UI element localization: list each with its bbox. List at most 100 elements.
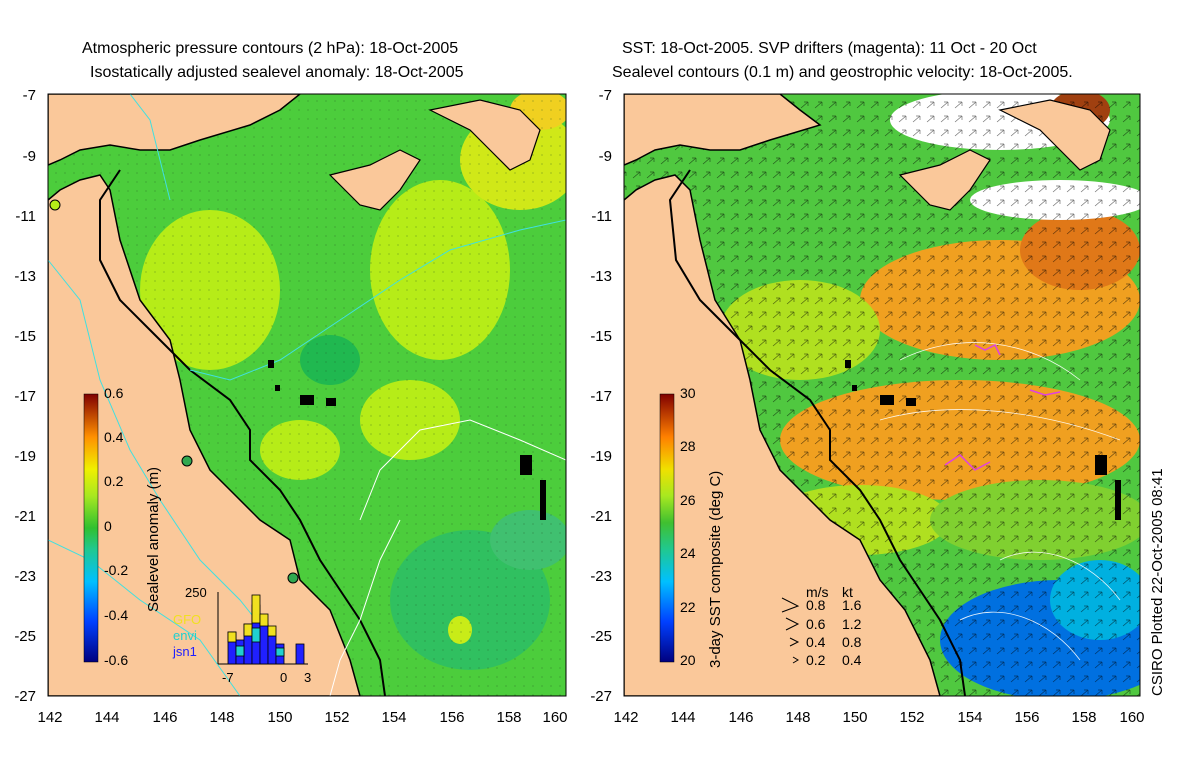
inset-bars <box>227 594 305 665</box>
right-y-tick: -11 <box>591 208 612 225</box>
shelf-contour-right <box>668 169 966 696</box>
pressure-contour-4 <box>129 94 171 201</box>
left-x-tick: 154 <box>381 709 406 726</box>
left-y-tick: -21 <box>14 508 36 525</box>
right-x-tick: 150 <box>842 709 867 726</box>
pressure-contour-1 <box>48 259 281 651</box>
right-x-tick: 160 <box>1119 709 1144 726</box>
left-y-tick: -25 <box>14 628 36 645</box>
pressure-contour-2 <box>189 219 566 381</box>
left-x-axis: 142 144 146 148 150 152 154 156 158 160 <box>37 709 567 726</box>
inset-legend-envi: envi <box>173 628 197 643</box>
australia-land-right <box>624 174 941 696</box>
right-x-tick: 154 <box>957 709 982 726</box>
left-y-tick: -15 <box>14 328 36 345</box>
left-map-frame <box>47 93 567 697</box>
right-x-tick: 148 <box>785 709 810 726</box>
left-cb-tick: 0.2 <box>104 473 124 489</box>
new-guinea-land-left <box>48 94 302 166</box>
right-x-axis: 142 144 146 148 150 152 154 156 158 160 <box>613 709 1144 726</box>
pressure-contour-white-2 <box>329 519 401 696</box>
velocity-legend-header-kt: kt <box>842 584 853 600</box>
left-x-tick: 156 <box>439 709 464 726</box>
left-cb-tick: 0.4 <box>104 429 124 445</box>
left-cb-tick: -0.2 <box>104 562 128 578</box>
right-y-tick: -7 <box>599 87 612 104</box>
left-x-tick: 144 <box>94 709 119 726</box>
station-marker-2 <box>181 455 193 467</box>
right-y-tick: -19 <box>590 448 612 465</box>
velocity-legend: m/s kt 0.8 1.6 0.6 1.2 0.4 0.8 0.2 0.4 <box>781 584 862 668</box>
right-y-tick: -21 <box>590 508 612 525</box>
left-x-tick: 160 <box>542 709 567 726</box>
new-guinea-land-right <box>624 94 822 166</box>
svp-drifter-tracks <box>944 343 1061 471</box>
left-y-tick: -19 <box>14 448 36 465</box>
left-x-tick: 148 <box>209 709 234 726</box>
left-title-line1: Atmospheric pressure contours (2 hPa): 1… <box>82 40 459 57</box>
right-x-tick: 144 <box>670 709 695 726</box>
right-y-tick: -9 <box>599 148 612 165</box>
new-britain-land-left <box>328 149 421 211</box>
velocity-legend-kt: 0.4 <box>842 652 862 668</box>
inset-ymax-label: 250 <box>185 585 207 600</box>
right-colorbar-label: 3-day SST composite (deg C) <box>707 471 724 668</box>
left-x-tick: 152 <box>324 709 349 726</box>
velocity-legend-kt: 1.6 <box>842 597 862 613</box>
left-y-tick: -23 <box>14 568 36 585</box>
right-y-tick: -15 <box>590 328 612 345</box>
solomon-islands-right <box>998 99 1111 171</box>
velocity-legend-ms: 0.2 <box>806 652 826 668</box>
inset-legend-jsn1: jsn1 <box>172 644 197 659</box>
left-x-tick: 146 <box>152 709 177 726</box>
inset-x-label: 0 <box>280 670 287 685</box>
station-marker-3 <box>287 572 299 584</box>
right-y-tick: -17 <box>590 388 612 405</box>
new-britain-land-right <box>898 149 991 211</box>
velocity-legend-ms: 0.4 <box>806 634 826 650</box>
right-x-tick: 146 <box>728 709 753 726</box>
left-cb-tick: 0.6 <box>104 385 124 401</box>
left-title-line2: Isostatically adjusted sealevel anomaly:… <box>90 64 464 81</box>
right-cb-tick: 28 <box>680 438 696 454</box>
left-y-tick: -17 <box>14 388 36 405</box>
right-cb-tick: 22 <box>680 599 696 615</box>
left-x-tick: 158 <box>496 709 521 726</box>
coral-sea-islands-right <box>845 360 1121 520</box>
velocity-legend-header-ms: m/s <box>806 584 829 600</box>
right-colorbar-ticks: 30 28 26 24 22 20 <box>680 385 696 668</box>
left-map <box>48 94 566 696</box>
credit-text: CSIRO Plotted 22-Oct-2005 08:41 <box>1149 468 1166 696</box>
right-colorbar <box>659 393 675 663</box>
right-title-line1: SST: 18-Oct-2005. SVP drifters (magenta)… <box>622 40 1037 57</box>
left-x-tick: 150 <box>267 709 292 726</box>
right-y-tick: -27 <box>590 688 612 705</box>
left-cb-tick: -0.4 <box>104 607 128 623</box>
right-y-tick: -23 <box>590 568 612 585</box>
inset-legend-gfo: GFO <box>173 612 201 627</box>
right-y-axis: -7 -9 -11 -13 -15 -17 -19 -21 -23 -25 -2… <box>590 87 612 705</box>
pressure-contour-white <box>359 419 566 521</box>
left-y-tick: -13 <box>14 268 36 285</box>
right-title-line2: Sealevel contours (0.1 m) and geostrophi… <box>612 64 1073 81</box>
velocity-legend-kt: 0.8 <box>842 634 862 650</box>
right-x-tick: 156 <box>1014 709 1039 726</box>
sealevel-contours <box>879 342 1121 661</box>
left-colorbar-label: Sealevel anomaly (m) <box>145 467 162 612</box>
solomon-islands-left <box>428 99 541 171</box>
right-map <box>624 94 1140 696</box>
pressure-contour-3 <box>48 539 241 696</box>
right-cb-tick: 26 <box>680 492 696 508</box>
left-y-tick: -11 <box>15 208 36 225</box>
right-cb-tick: 24 <box>680 545 696 561</box>
station-marker-1 <box>49 199 61 211</box>
velocity-legend-kt: 1.2 <box>842 616 862 632</box>
right-x-tick: 158 <box>1071 709 1096 726</box>
left-y-tick: -7 <box>23 87 36 104</box>
right-cb-tick: 30 <box>680 385 696 401</box>
left-y-axis: -7 -9 -11 -13 -15 -17 -19 -21 -23 -25 -2… <box>14 87 36 705</box>
inset-x-label: 3 <box>304 670 311 685</box>
left-cb-tick: 0 <box>104 518 112 534</box>
right-y-tick: -25 <box>590 628 612 645</box>
coral-sea-islands-left <box>268 360 546 520</box>
